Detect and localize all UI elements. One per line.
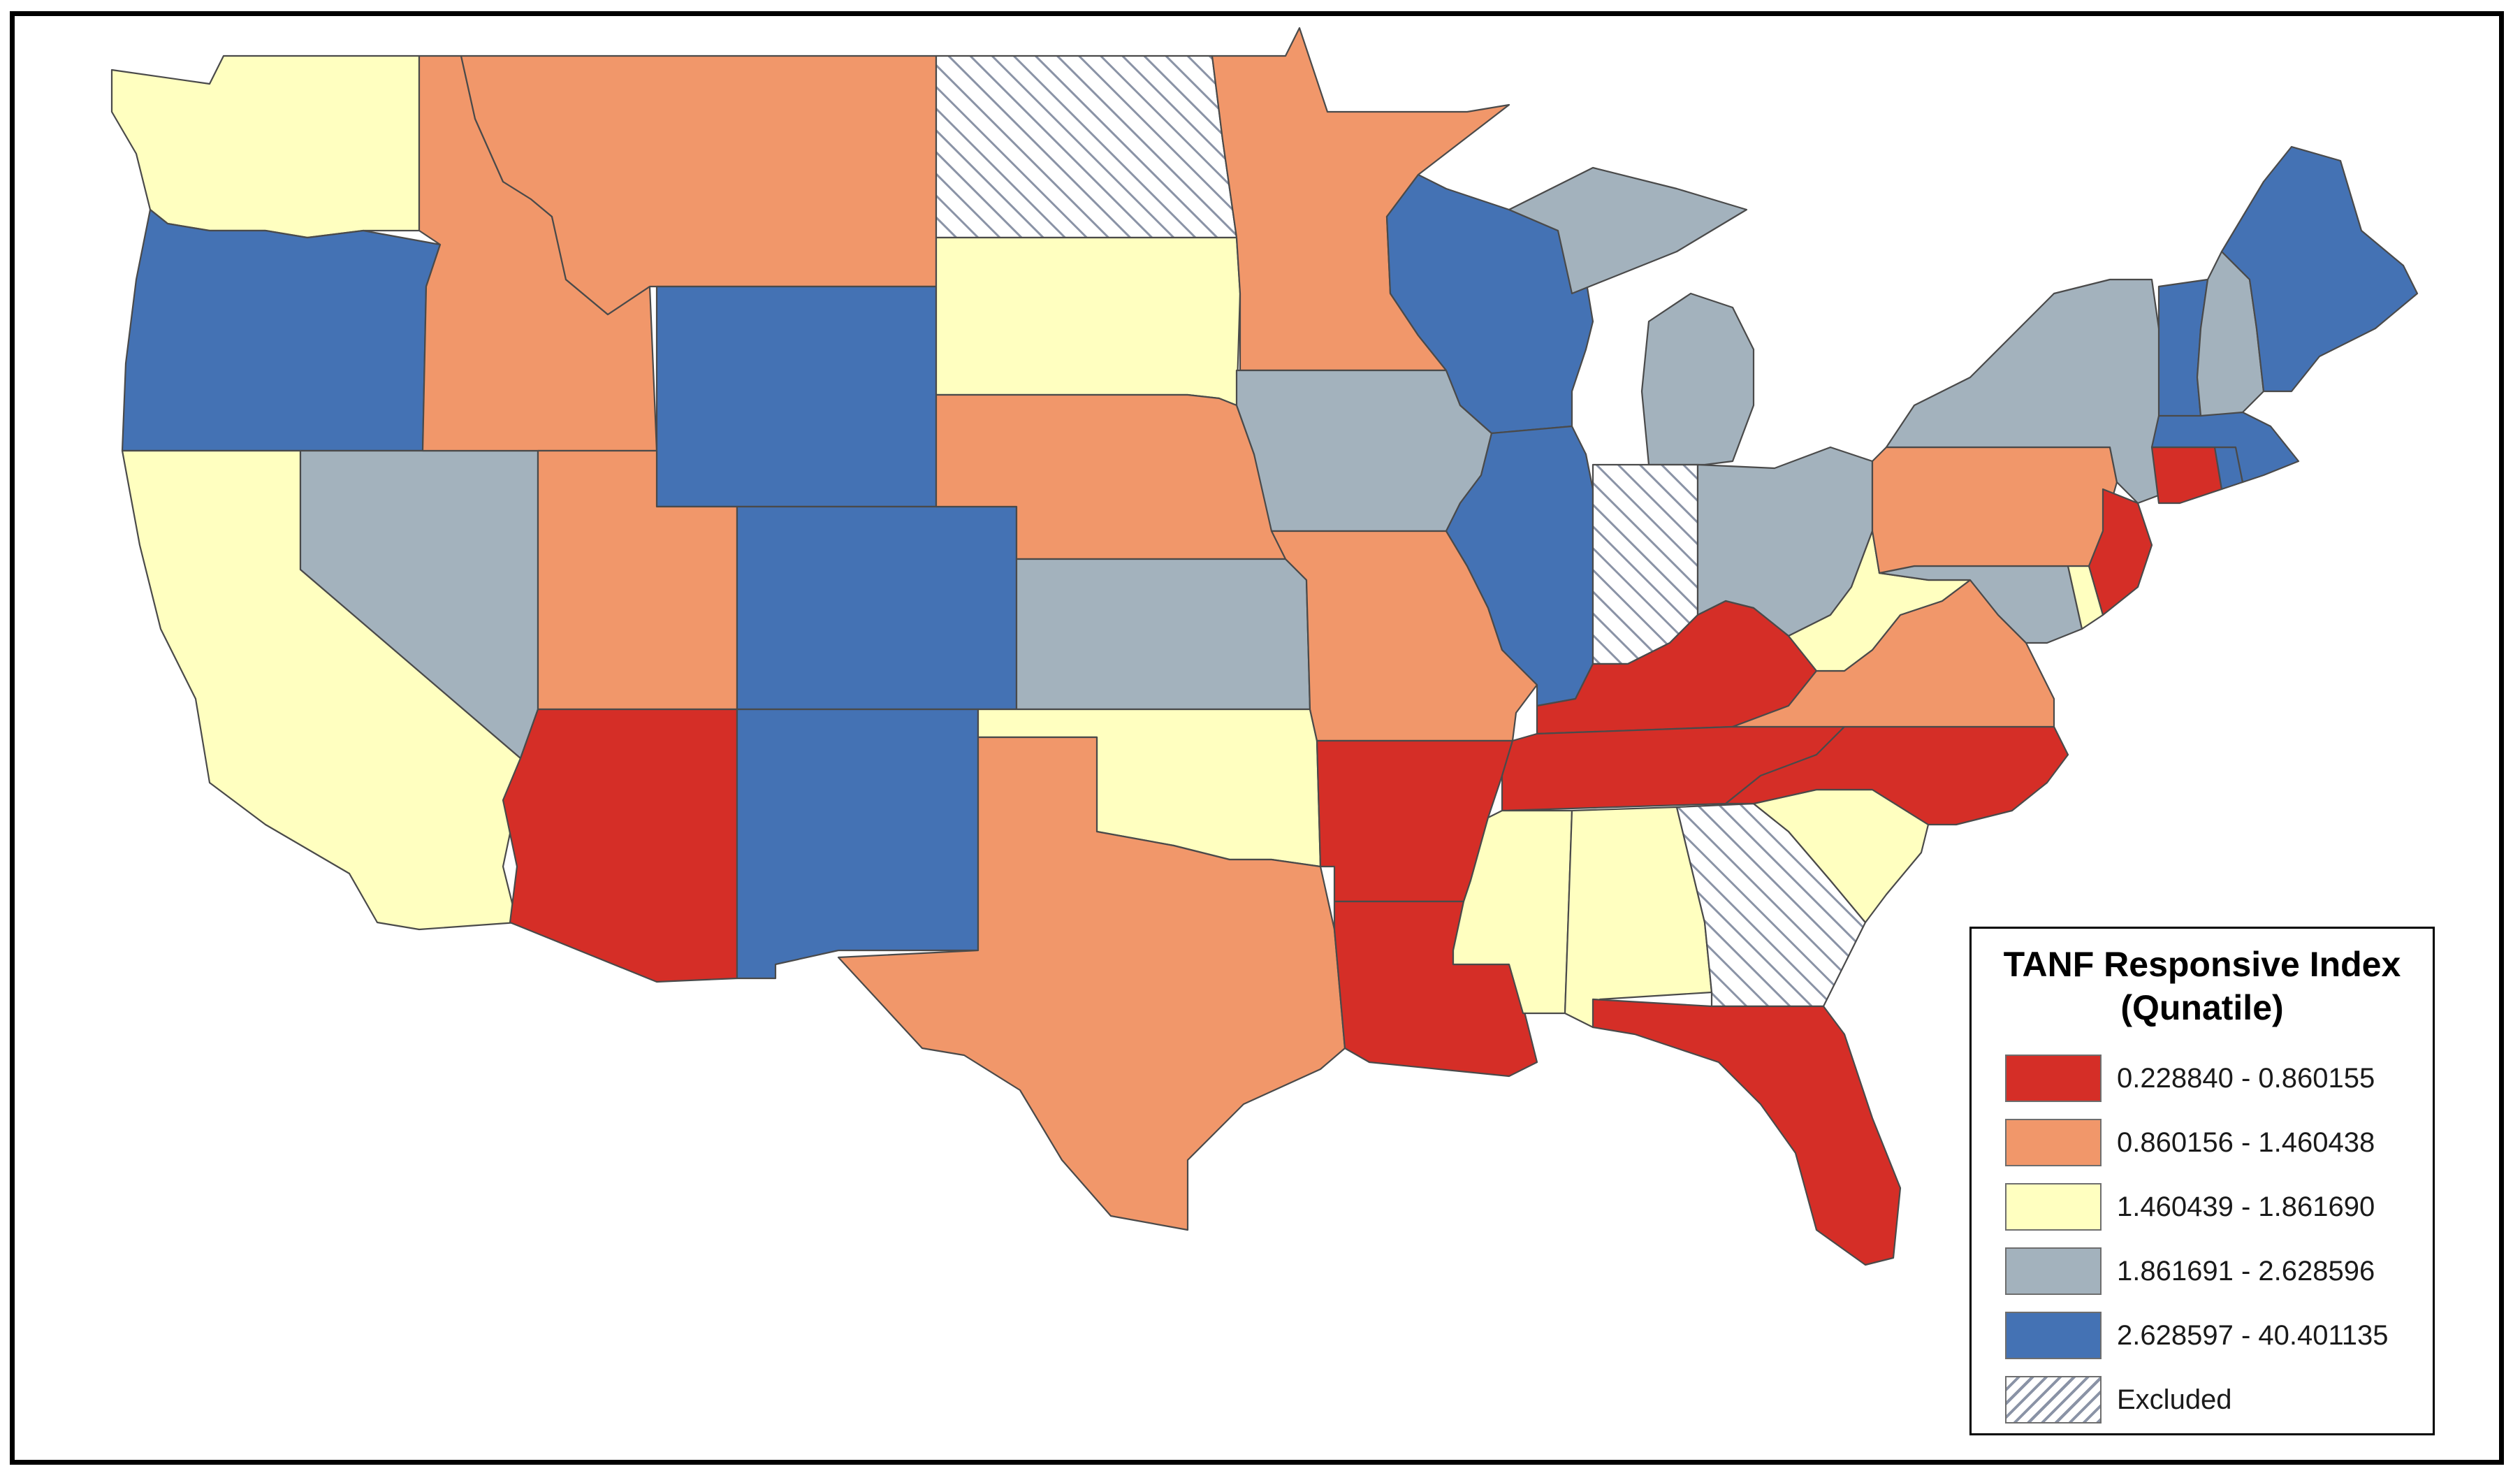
state-kansas bbox=[1015, 558, 1311, 711]
legend-item-class-2: 0.860156 - 1.460438 bbox=[2005, 1119, 2417, 1168]
state-pennsylvania bbox=[1871, 446, 2118, 574]
state-texas bbox=[837, 736, 1346, 1231]
legend-swatch-hatched bbox=[2005, 1376, 2102, 1423]
legend-item-class-4: 1.861691 - 2.628596 bbox=[2005, 1247, 2417, 1296]
state-washington bbox=[110, 55, 421, 239]
legend-label: 0.228840 - 0.860155 bbox=[2117, 1063, 2375, 1094]
map-frame bbox=[10, 11, 2504, 1465]
state-south-dakota bbox=[935, 236, 1241, 407]
legend-title-line1: TANF Responsive Index bbox=[2003, 945, 2401, 984]
legend-item-class-3: 1.460439 - 1.861690 bbox=[2005, 1183, 2417, 1232]
legend-swatch bbox=[2005, 1312, 2102, 1359]
legend-title-line2: (Qunatile) bbox=[2120, 988, 2284, 1027]
legend-label: 1.861691 - 2.628596 bbox=[2117, 1256, 2375, 1287]
state-connecticut bbox=[2150, 446, 2223, 505]
state-oregon bbox=[121, 208, 442, 452]
state-maine bbox=[2220, 145, 2419, 393]
state-north-carolina bbox=[1724, 725, 2069, 826]
legend-item-class-5: 2.628597 - 40.401135 bbox=[2005, 1312, 2417, 1361]
map-legend: TANF Responsive Index (Qunatile) 0.22884… bbox=[1969, 927, 2435, 1435]
state-colorado bbox=[736, 505, 1018, 711]
legend-label: 0.860156 - 1.460438 bbox=[2117, 1127, 2375, 1158]
legend-item-class-1: 0.228840 - 0.860155 bbox=[2005, 1055, 2417, 1103]
state-north-dakota bbox=[935, 55, 1238, 239]
state-wyoming bbox=[655, 285, 938, 508]
legend-label: 1.460439 - 1.861690 bbox=[2117, 1191, 2375, 1222]
state-illinois bbox=[1445, 425, 1594, 707]
legend-swatch bbox=[2005, 1055, 2102, 1102]
state-massachusetts bbox=[2150, 411, 2300, 484]
legend-label: 2.628597 - 40.401135 bbox=[2117, 1320, 2389, 1351]
state-michigan bbox=[1508, 166, 1755, 466]
legend-swatch bbox=[2005, 1183, 2102, 1231]
state-new-jersey bbox=[2088, 488, 2153, 616]
state-florida bbox=[1592, 998, 1902, 1266]
legend-swatch bbox=[2005, 1119, 2102, 1166]
legend-label: Excluded bbox=[2117, 1384, 2232, 1415]
legend-title: TANF Responsive Index (Qunatile) bbox=[1972, 943, 2433, 1029]
state-new-mexico bbox=[736, 708, 979, 980]
legend-item-excluded: Excluded bbox=[2005, 1376, 2417, 1425]
legend-swatch bbox=[2005, 1247, 2102, 1295]
state-iowa bbox=[1235, 369, 1493, 532]
state-arizona bbox=[502, 708, 738, 983]
